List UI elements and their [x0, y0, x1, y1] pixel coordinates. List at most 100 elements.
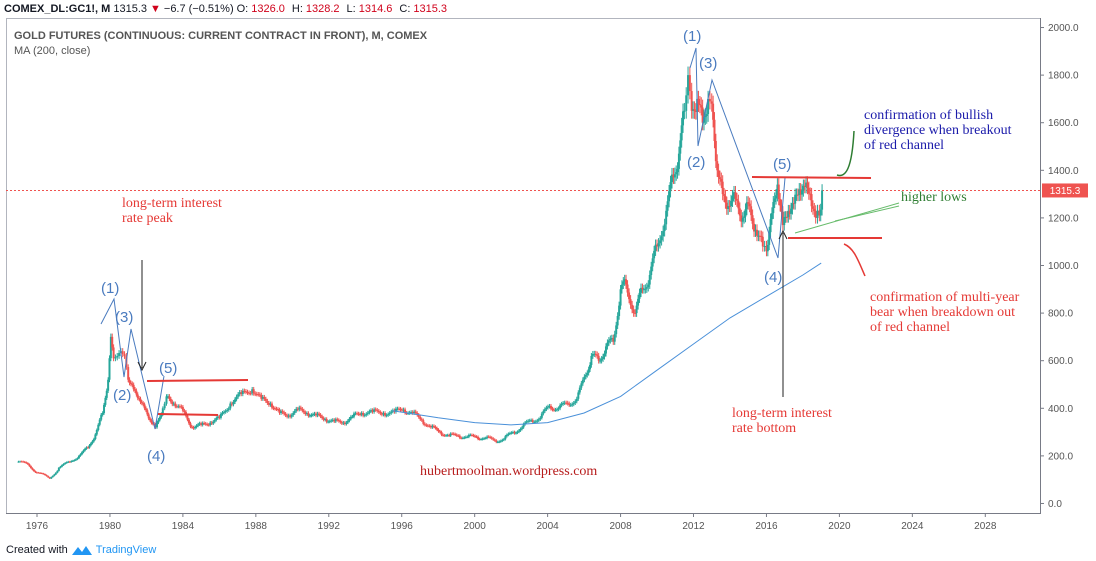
ma-indicator-label[interactable]: MA (200, close) — [14, 45, 90, 57]
candle-body — [210, 422, 213, 424]
candle-body — [747, 202, 750, 204]
candle-body — [92, 439, 95, 442]
candle-body — [346, 420, 349, 423]
candle-body — [158, 416, 161, 420]
candle-body — [435, 428, 438, 430]
candle-body — [139, 398, 142, 403]
candle-body — [54, 472, 57, 475]
candle-body — [589, 364, 592, 370]
candle-body — [556, 409, 559, 411]
candle-body — [163, 403, 166, 409]
candle-body — [166, 396, 169, 398]
wave-label-2011-4: (4) — [764, 269, 782, 286]
candle-body — [67, 461, 70, 463]
candle-body — [732, 192, 735, 197]
candle-body — [233, 399, 236, 402]
candle-body — [710, 101, 713, 104]
candle-body — [287, 415, 290, 417]
candle-body — [464, 436, 467, 438]
candle-body — [275, 408, 278, 410]
candle-body — [135, 390, 138, 395]
candle-body — [316, 413, 319, 416]
candle-body — [70, 461, 73, 463]
candle-body — [111, 336, 114, 348]
candle-body — [410, 412, 413, 414]
candle-body — [91, 441, 94, 444]
candle-body — [138, 398, 141, 400]
candle-body — [460, 437, 463, 439]
candle-body — [189, 423, 192, 427]
candle-body — [385, 415, 388, 417]
candle-body — [429, 425, 432, 428]
candle-body — [147, 414, 150, 419]
candle-body — [77, 455, 80, 459]
y-tick-label: 1800.0 — [1048, 71, 1079, 82]
x-tick-label: 2016 — [755, 521, 778, 532]
candle-body — [218, 416, 221, 418]
candle-body — [751, 215, 754, 224]
candle-body — [348, 418, 351, 421]
tradingview-logo-icon[interactable] — [71, 544, 93, 556]
candle-body — [330, 420, 333, 422]
plot-border — [6, 18, 1041, 514]
candle-body — [613, 334, 616, 342]
bullish-note-line2: divergence when breakout — [864, 123, 1012, 138]
candle-body — [539, 417, 542, 420]
candle-body — [416, 412, 419, 415]
candle-body — [694, 110, 697, 112]
wave-label-2011-3: (3) — [699, 55, 717, 72]
candle-body — [590, 355, 593, 365]
candle-body — [594, 353, 597, 355]
candle-body — [508, 433, 511, 435]
candle-body — [186, 415, 189, 420]
candle-body — [121, 351, 124, 355]
candle-body — [632, 309, 635, 314]
candle-body — [688, 75, 691, 92]
candle-body — [61, 465, 64, 467]
candle-body — [536, 420, 539, 422]
candle-body — [328, 421, 331, 423]
candle-body — [273, 408, 276, 410]
candle-body — [483, 438, 486, 440]
candle-body — [724, 195, 727, 203]
tradingview-link[interactable]: TradingView — [95, 544, 157, 556]
candle-body — [501, 439, 504, 441]
candle-body — [785, 216, 788, 218]
candle-body — [47, 476, 50, 478]
x-tick-label: 1980 — [99, 521, 122, 532]
candle-body — [666, 201, 669, 211]
candle-body — [296, 408, 299, 410]
candle-body — [802, 185, 805, 191]
candle-body — [470, 434, 473, 436]
wave-path-1980 — [100, 297, 165, 430]
candle-body — [20, 461, 23, 463]
symbol-label[interactable]: COMEX_DL:GC1!, M — [4, 3, 111, 15]
price-chart[interactable]: 1976 1980 1984 1988 1992 1996 2000 2004 2008 2012… — [6, 18, 1090, 538]
candle-body — [394, 408, 397, 412]
candle-body — [559, 405, 562, 409]
candle-body — [183, 410, 186, 412]
candle-body — [334, 419, 337, 422]
wave-path-2011 — [689, 47, 786, 259]
candle-body — [169, 398, 172, 402]
candle-body — [798, 189, 801, 195]
candle-body — [229, 403, 232, 409]
candle-body — [554, 409, 557, 411]
candle-body — [768, 232, 771, 245]
candle-body — [95, 429, 98, 435]
candle-body — [251, 389, 254, 394]
x-tick-label: 1976 — [26, 521, 49, 532]
candle-body — [442, 434, 445, 436]
candle-body — [772, 202, 775, 214]
candle-body — [548, 405, 551, 407]
candle-body — [284, 413, 287, 416]
candle-body — [672, 174, 675, 178]
candle-body — [543, 409, 546, 412]
candle-body — [600, 358, 603, 361]
candle-body — [714, 141, 717, 162]
candle-body — [377, 410, 380, 413]
candle-body — [337, 419, 340, 421]
candle-body — [331, 419, 334, 421]
candle-body — [50, 477, 53, 479]
candle-body — [720, 179, 723, 182]
